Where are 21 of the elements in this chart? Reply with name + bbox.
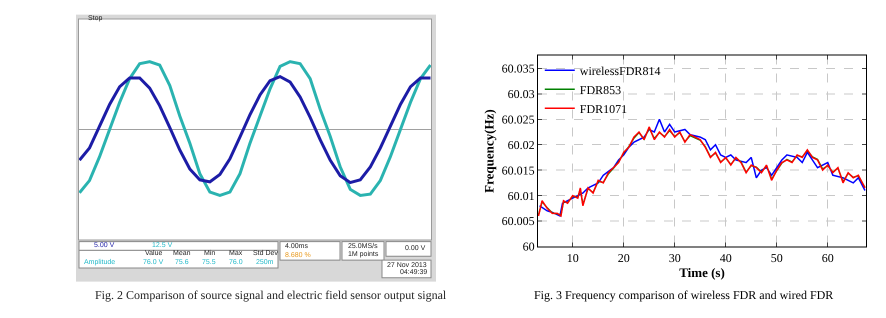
x-tick-label: 40 — [720, 250, 732, 265]
y-tick-label: 60.025 — [502, 112, 535, 127]
y-tick-label: 60.03 — [508, 87, 535, 102]
x-tick-label: 10 — [566, 250, 579, 265]
y-tick-label: 60.015 — [502, 163, 535, 178]
y-tick-label: 60.035 — [502, 62, 535, 76]
y-tick-label: 60.005 — [502, 214, 535, 228]
y-axis-title: Frequency(Hz) — [482, 109, 497, 193]
x-tick-label: 30 — [668, 250, 681, 265]
y-tick-label: 60 — [522, 240, 535, 254]
legend-label: FDR1071 — [580, 102, 628, 116]
x-tick-label: 50 — [770, 250, 783, 265]
y-tick-label: 60.02 — [508, 138, 535, 152]
x-axis-title: Time (s) — [679, 264, 725, 280]
caption: Fig. 2 Comparison of source signal and electric field sensor output signal — [95, 288, 447, 302]
legend-label: wirelessFDR814 — [580, 64, 660, 78]
x-tick-label: 20 — [618, 250, 630, 265]
y-tick-label: 60.01 — [508, 188, 535, 203]
caption: Fig. 3 Frequency comparison of wireless FDR and wired FDR — [534, 288, 834, 302]
legend-label: FDR853 — [580, 82, 622, 97]
x-tick-label: 60 — [822, 250, 834, 265]
